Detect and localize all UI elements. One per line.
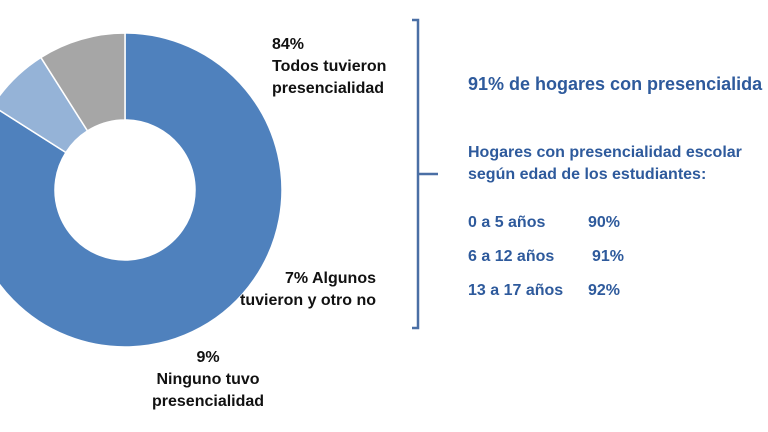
age-range: 6 a 12 años (468, 248, 555, 265)
slice-label-algunos: 7% Algunos tuvieron y otro no (240, 268, 376, 312)
age-row: 0 a 5 años 90% (468, 214, 620, 232)
slice-text-algunos-2: tuvieron y otro no (240, 292, 376, 309)
bracket-divider (412, 18, 438, 330)
slice-pct-algunos: 7% (285, 270, 309, 287)
headline-stat: 91% de hogares con presencialida (468, 74, 763, 94)
slice-text-algunos-1a: Algunos (312, 270, 376, 287)
age-breakdown-title-line-2: según edad de los estudiantes: (468, 166, 707, 183)
age-pct: 91% (592, 248, 625, 265)
slice-label-todos: 84% Todos tuvieron presencialidad (272, 34, 386, 100)
age-breakdown-title-line-1: Hogares con presencialidad escolar (468, 144, 742, 161)
age-range: 0 a 5 años (468, 214, 546, 231)
slice-text-ninguno-2: presencialidad (152, 393, 265, 410)
slice-label-ninguno: 9% Ninguno tuvo presencialidad (152, 347, 264, 413)
slice-text-ninguno-1: Ninguno tuvo (156, 371, 260, 388)
age-pct: 90% (588, 214, 621, 231)
age-row: 6 a 12 años 91% (468, 248, 624, 266)
bracket-line (412, 18, 438, 330)
age-breakdown-title: Hogares con presencialidad escolar según… (468, 142, 742, 186)
age-range: 13 a 17 años (468, 282, 564, 299)
donut-slice-ninguno (39, 32, 126, 132)
slice-text-todos-2: presencialidad (272, 80, 385, 97)
donut-chart (0, 32, 283, 348)
slice-text-todos-1: Todos tuvieron (272, 58, 387, 75)
donut-slice-todos (0, 32, 283, 348)
slice-pct-ninguno: 9% (196, 349, 220, 366)
slice-text-algunos-1: 7% Algunos (240, 268, 376, 290)
age-pct: 92% (588, 282, 621, 299)
age-row: 13 a 17 años 92% (468, 282, 620, 300)
slice-pct-todos: 84% (272, 36, 305, 53)
